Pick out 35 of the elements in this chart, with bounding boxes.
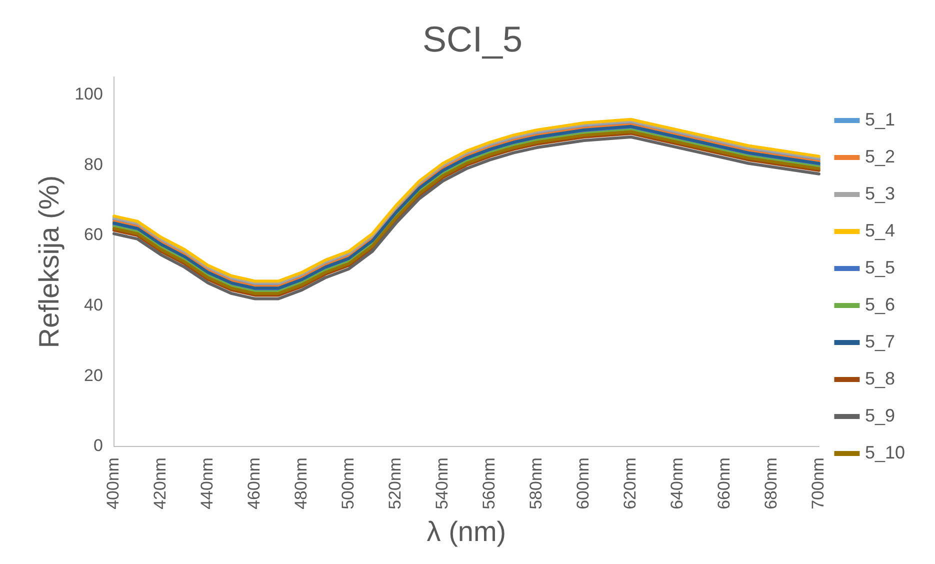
y-tick-label: 0 bbox=[93, 436, 103, 456]
x-tick-label: 580nm bbox=[526, 457, 546, 510]
x-tick-label: 500nm bbox=[338, 457, 358, 510]
y-tick-label: 100 bbox=[74, 84, 103, 104]
y-tick-label: 80 bbox=[84, 154, 103, 174]
x-tick-label: 460nm bbox=[244, 457, 264, 510]
x-tick-label: 400nm bbox=[104, 457, 123, 510]
x-tick-label: 420nm bbox=[150, 457, 170, 510]
legend-label: 5_6 bbox=[864, 294, 896, 314]
x-axis-title: λ (nm) bbox=[426, 516, 506, 547]
y-tick-label: 40 bbox=[84, 295, 103, 314]
x-tick-label: 520nm bbox=[386, 457, 405, 510]
legend-label: 5_3 bbox=[864, 183, 896, 204]
y-axis-title: Refleksija (%) bbox=[34, 175, 65, 348]
chart-title: SCI_5 bbox=[422, 18, 523, 60]
x-tick-label: 620nm bbox=[620, 457, 640, 510]
y-tick-label: 20 bbox=[84, 366, 103, 385]
x-tick-label: 680nm bbox=[762, 457, 781, 510]
legend-label: 5_1 bbox=[864, 109, 896, 130]
legend-label: 5_5 bbox=[864, 257, 896, 278]
legend-label: 5_9 bbox=[864, 405, 896, 426]
legend-label: 5_8 bbox=[864, 368, 896, 388]
legend-label: 5_4 bbox=[864, 220, 896, 240]
x-tick-label: 440nm bbox=[198, 457, 217, 510]
x-tick-label: 640nm bbox=[668, 457, 687, 510]
x-tick-label: 540nm bbox=[432, 457, 452, 510]
x-tick-label: 560nm bbox=[480, 457, 499, 510]
x-tick-label: 660nm bbox=[714, 457, 734, 510]
legend-label: 5_7 bbox=[864, 331, 896, 352]
x-tick-label: 700nm bbox=[808, 457, 828, 510]
legend-label: 5_2 bbox=[864, 146, 896, 166]
x-tick-label: 600nm bbox=[574, 457, 593, 510]
y-tick-label: 60 bbox=[84, 225, 103, 244]
x-tick-label: 480nm bbox=[292, 457, 311, 510]
legend-label: 5_10 bbox=[864, 442, 906, 462]
